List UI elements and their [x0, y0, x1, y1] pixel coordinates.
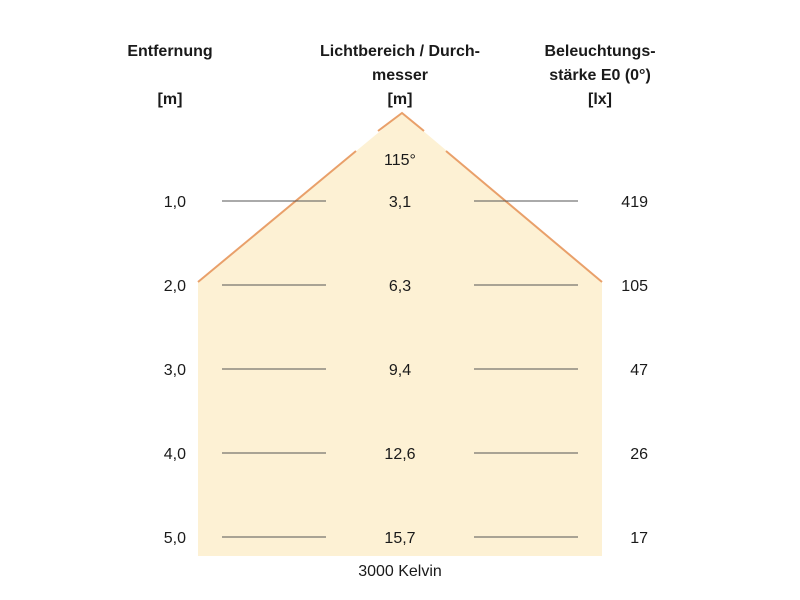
beam-edge-right: [445, 150, 603, 283]
beam-edge-left: [197, 150, 357, 283]
beam-angle-label: 115°: [384, 152, 416, 169]
diameter-value: 6,3: [389, 278, 411, 295]
header-diameter-label-2: messer: [371, 67, 429, 84]
distance-value: 4,0: [164, 446, 186, 463]
distance-value: 2,0: [164, 278, 186, 295]
header-distance-label: Entfernung: [127, 43, 213, 60]
diameter-value: 3,1: [389, 194, 411, 211]
illuminance-value: 419: [621, 194, 648, 211]
beam-edge-apex: [377, 111, 425, 132]
illuminance-value: 17: [630, 530, 648, 547]
header-illuminance-label-2: stärke E0 (0°): [549, 67, 651, 84]
header-diameter-label-1: Lichtbereich / Durch-: [319, 43, 481, 60]
color-temperature-label: 3000 Kelvin: [358, 563, 442, 580]
light-cone: [198, 113, 602, 556]
illuminance-value: 26: [630, 446, 648, 463]
header-diameter: Lichtbereich / Durch- messer [m]: [300, 40, 500, 112]
illuminance-value: 105: [621, 278, 648, 295]
diameter-value: 15,7: [384, 530, 415, 547]
distance-value: 1,0: [164, 194, 186, 211]
header-illuminance-unit: [lx]: [588, 91, 612, 108]
header-diameter-unit: [m]: [387, 91, 413, 108]
diameter-value: 12,6: [384, 446, 415, 463]
header-illuminance-label-1: Beleuchtungs-: [544, 43, 656, 60]
header-distance-unit: [m]: [157, 91, 183, 108]
header-illuminance: Beleuchtungs- stärke E0 (0°) [lx]: [520, 40, 680, 112]
distance-value: 3,0: [164, 362, 186, 379]
illuminance-value: 47: [630, 362, 648, 379]
header-distance: Entfernung [m]: [110, 40, 230, 112]
rows: 1,0 3,1 419 2,0 6,3 105 3,0 9,4 47 4,0 12,6 26 5,0 15…: [164, 194, 648, 547]
diameter-value: 9,4: [389, 362, 411, 379]
distance-value: 5,0: [164, 530, 186, 547]
